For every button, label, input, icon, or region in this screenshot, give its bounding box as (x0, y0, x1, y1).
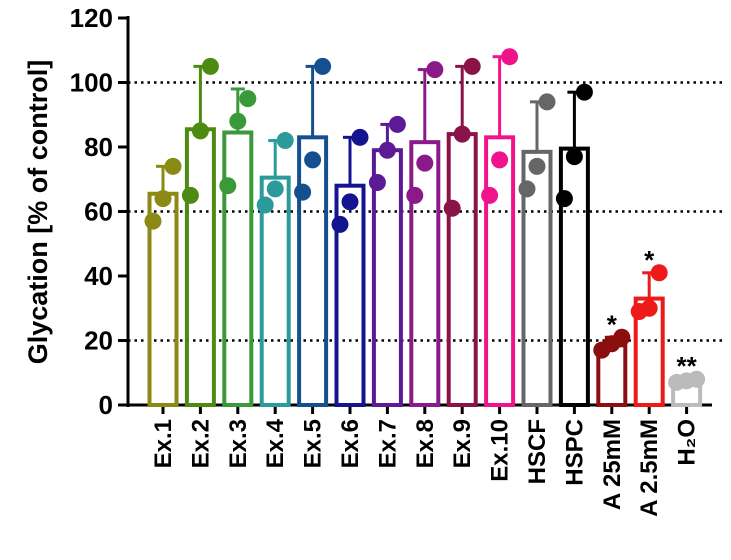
y-tick-label: 20 (84, 326, 113, 356)
data-point (256, 196, 274, 214)
data-point (144, 212, 162, 230)
data-point (154, 190, 172, 208)
x-tick-label: HSCF (524, 419, 551, 484)
bar (184, 127, 216, 407)
bar (409, 140, 441, 407)
data-point (388, 115, 406, 133)
bar (521, 149, 553, 407)
data-point (181, 186, 199, 204)
data-point (640, 299, 658, 317)
data-point (491, 151, 509, 169)
data-point (416, 154, 434, 172)
y-tick-label: 100 (70, 68, 113, 98)
x-tick-label: Ex.9 (449, 419, 476, 468)
x-tick-label: Ex.1 (150, 419, 177, 468)
x-tick-label: Ex.4 (262, 418, 289, 468)
bar (484, 135, 516, 407)
x-tick-label: H₂O (674, 419, 701, 466)
data-point (518, 180, 536, 198)
bar-group (331, 128, 369, 407)
data-point (378, 141, 396, 159)
bar-group (219, 87, 257, 408)
data-point (368, 173, 386, 191)
bar-group: * (630, 245, 668, 408)
bar (297, 135, 329, 407)
bar (222, 130, 254, 408)
data-point (565, 148, 583, 166)
data-point (575, 83, 593, 101)
significance-label: ** (676, 351, 697, 381)
data-point (650, 264, 668, 282)
data-point (528, 157, 546, 175)
data-point (276, 132, 294, 150)
data-point (501, 48, 519, 66)
x-tick-label: Ex.2 (187, 419, 214, 468)
bar-group: ** (668, 351, 706, 407)
data-point (613, 328, 631, 346)
bar-group (256, 132, 294, 407)
x-tick-label: Ex.7 (374, 419, 401, 468)
data-point (191, 122, 209, 140)
bar-group (481, 48, 519, 407)
data-point (201, 57, 219, 75)
category-labels: Ex.1 Ex.2 Ex.3 Ex.4 Ex.5 Ex.6 Ex.7 Ex.8 Ex.9 Ex.1… (150, 418, 701, 516)
x-tick-label: A 25mM (599, 419, 626, 510)
y-tick-label: 120 (70, 3, 113, 33)
x-tick-label: Ex.10 (487, 419, 514, 482)
significance-label: * (607, 309, 618, 339)
data-point (341, 193, 359, 211)
data-point (406, 186, 424, 204)
bars: **** (144, 48, 706, 408)
data-point (426, 61, 444, 79)
bar-group (443, 57, 481, 407)
data-point (164, 157, 182, 175)
y-tick-label: 60 (84, 197, 113, 227)
x-tick-label: Ex.5 (300, 419, 327, 468)
bar-group (406, 61, 444, 407)
x-tick-label: HSPC (561, 419, 588, 486)
bar (558, 146, 590, 408)
bar-group (294, 57, 332, 407)
data-point (351, 128, 369, 146)
x-tick-label: Ex.6 (337, 419, 364, 468)
y-tick-label: 80 (84, 132, 113, 162)
bar-group (555, 83, 593, 408)
data-point (239, 90, 257, 108)
significance-label: * (644, 245, 655, 275)
data-point (688, 370, 706, 388)
data-point (463, 57, 481, 75)
data-point (314, 57, 332, 75)
bar (259, 175, 291, 407)
bar (633, 296, 665, 408)
data-point (266, 180, 284, 198)
data-point (443, 199, 461, 217)
bar (334, 183, 366, 407)
x-tick-label: Ex.3 (225, 419, 252, 468)
data-point (304, 151, 322, 169)
bar-group: * (593, 309, 631, 407)
data-point (331, 215, 349, 233)
x-tick-label: Ex.8 (412, 419, 439, 468)
y-tick-label: 40 (84, 261, 113, 291)
bar-group (518, 93, 556, 407)
data-point (481, 186, 499, 204)
data-point (229, 112, 247, 130)
y-tick-label: 0 (99, 390, 113, 420)
data-point (538, 93, 556, 111)
bar-group (368, 115, 406, 407)
data-point (453, 125, 471, 143)
data-point (294, 183, 312, 201)
bar-group (144, 157, 182, 407)
data-point (555, 190, 573, 208)
bar (446, 132, 478, 407)
bar-group (181, 57, 219, 407)
x-tick-label: A 2.5mM (636, 419, 663, 517)
data-point (219, 177, 237, 195)
y-axis-label: Glycation [% of control] (23, 60, 53, 365)
axes: 0 20 40 60 80 100 120 (70, 3, 712, 420)
